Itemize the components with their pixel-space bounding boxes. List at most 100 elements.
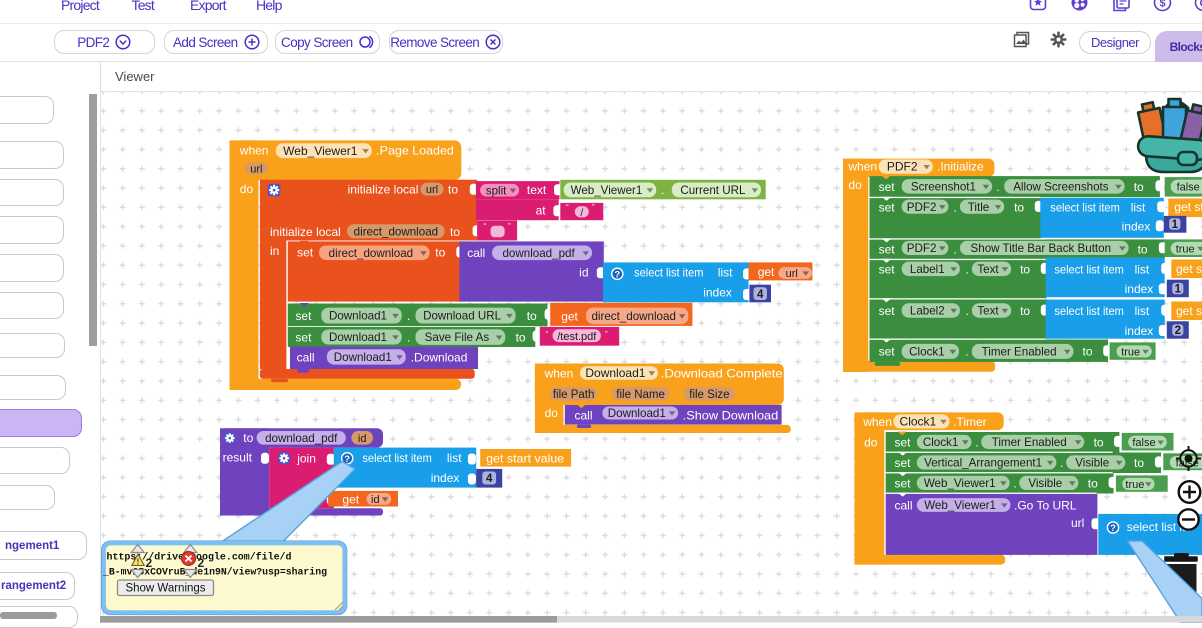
svg-text:Allow Screenshots: Allow Screenshots — [1013, 180, 1109, 193]
svg-text:Show Warnings: Show Warnings — [125, 583, 205, 595]
svg-text:id: id — [358, 433, 367, 445]
svg-text:list: list — [718, 265, 733, 279]
svg-text:in: in — [270, 244, 279, 258]
svg-text:to: to — [516, 331, 526, 345]
svg-text:.Page Loaded: .Page Loaded — [376, 143, 454, 157]
svg-text:1: 1 — [1172, 219, 1179, 231]
svg-text:index: index — [1122, 220, 1151, 234]
svg-text:to: to — [1014, 201, 1024, 215]
svg-text:to: to — [1088, 476, 1098, 490]
svg-text:url: url — [786, 268, 798, 280]
svg-text:Web_Viewer1: Web_Viewer1 — [283, 144, 358, 158]
svg-text:get s: get s — [1176, 262, 1202, 276]
svg-text:call: call — [895, 499, 913, 513]
svg-text:“: “ — [546, 330, 549, 339]
svg-text:Screenshot1: Screenshot1 — [911, 180, 976, 193]
svg-text:.: . — [407, 309, 410, 323]
svg-text:.Timer: .Timer — [953, 415, 987, 429]
svg-text:url: url — [426, 184, 438, 196]
svg-text:get: get — [758, 265, 775, 279]
svg-text:call: call — [297, 351, 315, 365]
svg-text:text: text — [527, 183, 547, 197]
svg-text:.Download Complete: .Download Complete — [661, 367, 783, 381]
svg-text:result: result — [223, 451, 253, 465]
svg-text:?: ? — [614, 269, 620, 280]
svg-text:.: . — [1013, 476, 1016, 490]
svg-text:set: set — [295, 331, 312, 345]
svg-text:to: to — [1138, 243, 1148, 257]
svg-text:Text: Text — [977, 305, 999, 318]
svg-text:set: set — [297, 246, 314, 260]
svg-text:select list item: select list item — [1050, 201, 1120, 215]
svg-text:initialize local: initialize local — [270, 225, 341, 239]
svg-text:set: set — [879, 243, 896, 257]
svg-text:call: call — [467, 246, 485, 260]
svg-text:set: set — [895, 476, 912, 490]
svg-text:index: index — [1125, 324, 1154, 338]
svg-text:false: false — [1177, 182, 1200, 194]
svg-text:PDF2: PDF2 — [907, 201, 937, 214]
svg-text:PDF2: PDF2 — [907, 242, 937, 255]
svg-text:set: set — [879, 263, 896, 277]
svg-text:download_pdf: download_pdf — [265, 432, 338, 445]
svg-text:direct_download: direct_download — [591, 310, 675, 323]
svg-text:Save File As: Save File As — [425, 331, 490, 344]
svg-text:Vertical_Arrangement1: Vertical_Arrangement1 — [924, 457, 1042, 470]
svg-text:list: list — [1135, 263, 1150, 277]
svg-text:get: get — [342, 492, 359, 506]
svg-text:Download URL: Download URL — [423, 310, 502, 323]
svg-text:set: set — [879, 180, 896, 194]
svg-text:Timer Enabled: Timer Enabled — [992, 436, 1067, 449]
svg-text:.: . — [954, 243, 957, 257]
svg-text:set: set — [895, 456, 912, 470]
svg-text:PDF2: PDF2 — [887, 160, 918, 174]
svg-text:/test.pdf: /test.pdf — [557, 331, 597, 343]
svg-text:2: 2 — [146, 556, 153, 570]
svg-text:to: to — [1134, 456, 1144, 470]
svg-text:set: set — [879, 344, 896, 358]
svg-text:1: 1 — [1175, 284, 1182, 296]
svg-text:set: set — [879, 304, 896, 318]
svg-text:”: ” — [592, 203, 595, 212]
svg-text:Show Title Bar Back Button: Show Title Bar Back Button — [971, 242, 1111, 255]
svg-text:4: 4 — [757, 289, 764, 301]
svg-text:set: set — [879, 201, 896, 215]
svg-text:Label1: Label1 — [910, 263, 945, 276]
svg-text:.Download: .Download — [411, 351, 468, 365]
svg-text:to: to — [243, 431, 253, 445]
svg-text:Download1: Download1 — [329, 310, 387, 323]
svg-text:join: join — [296, 451, 316, 465]
svg-text:Visible: Visible — [1028, 477, 1062, 490]
svg-text:.: . — [966, 263, 969, 277]
svg-text:when: when — [544, 367, 574, 381]
svg-text:2: 2 — [198, 556, 205, 570]
svg-text:download_pdf: download_pdf — [502, 247, 575, 260]
svg-text:false: false — [1132, 437, 1155, 449]
svg-text:Visible: Visible — [1075, 457, 1109, 470]
svg-text:Clock1: Clock1 — [909, 346, 944, 359]
svg-text:do: do — [864, 436, 878, 450]
svg-text:true: true — [1121, 347, 1140, 359]
svg-text:.: . — [661, 183, 664, 197]
svg-text:index: index — [1125, 282, 1154, 296]
svg-text:Timer Enabled: Timer Enabled — [982, 346, 1057, 359]
svg-text:true: true — [1125, 479, 1144, 491]
svg-text:list: list — [447, 451, 462, 465]
svg-text:to: to — [1134, 180, 1144, 194]
svg-text:Web_Viewer1: Web_Viewer1 — [924, 499, 996, 512]
svg-text:select list item: select list item — [1054, 263, 1124, 277]
svg-text:true: true — [1176, 244, 1195, 256]
svg-text:set: set — [295, 309, 312, 323]
svg-text:get st: get st — [1174, 200, 1202, 214]
svg-text:do: do — [240, 182, 254, 196]
svg-text:to: to — [1094, 435, 1104, 449]
svg-text:to: to — [1020, 263, 1030, 277]
svg-text:Clock1: Clock1 — [923, 436, 958, 449]
svg-text:initialize local: initialize local — [348, 183, 419, 197]
svg-text:“: “ — [566, 203, 569, 212]
svg-text:to: to — [527, 309, 537, 323]
svg-text:do: do — [848, 178, 862, 192]
svg-text:when: when — [847, 160, 877, 174]
svg-text:.: . — [996, 180, 999, 194]
svg-text:get: get — [561, 310, 578, 324]
